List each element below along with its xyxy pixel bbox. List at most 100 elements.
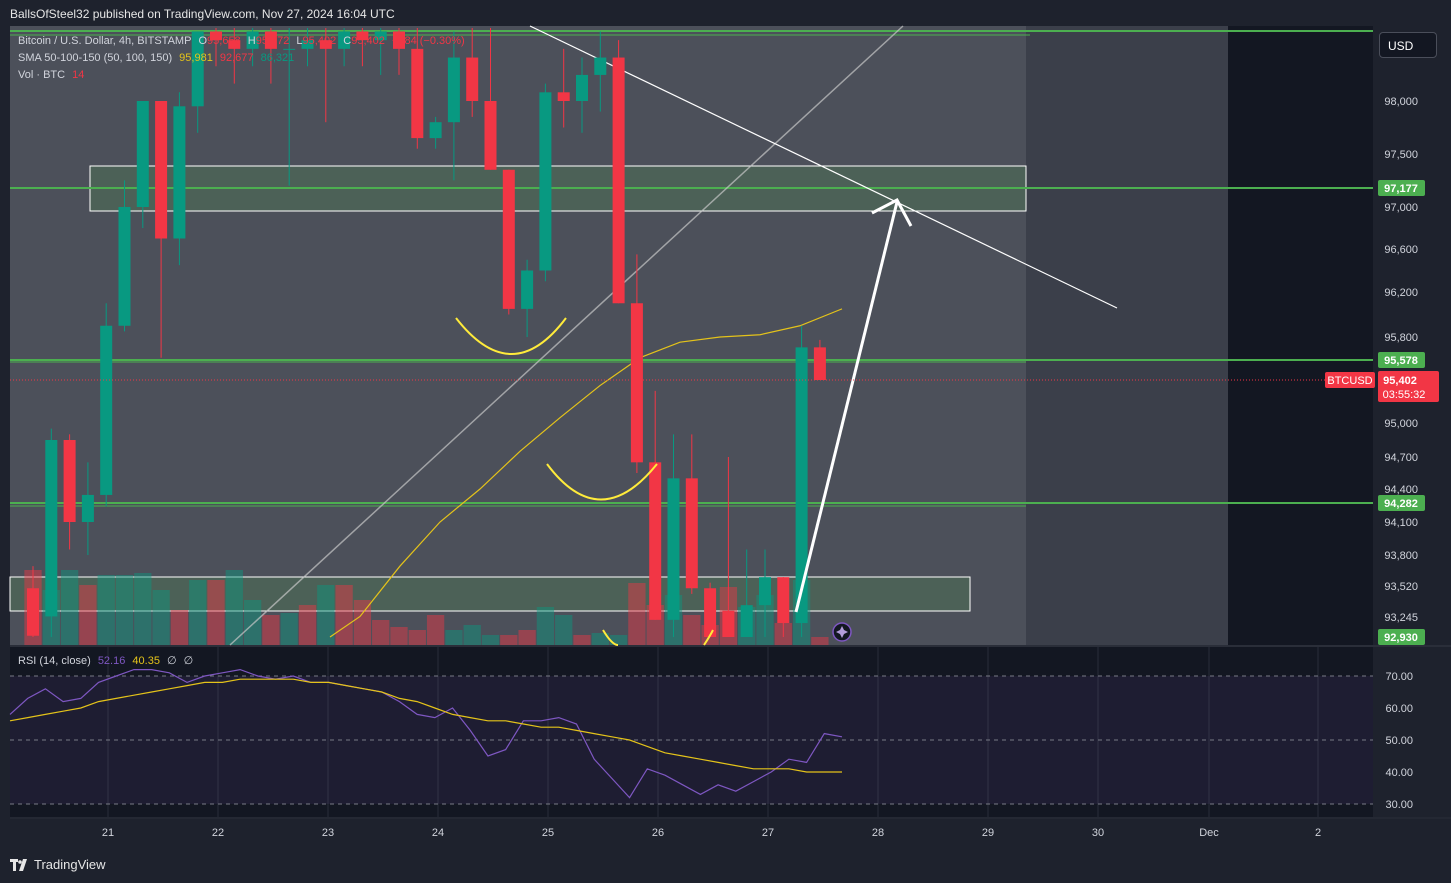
ohlc-high-label: H: [247, 35, 256, 47]
volume-bar: [372, 620, 390, 645]
candle-body: [100, 325, 113, 495]
ohlc-low-label: L: [296, 35, 303, 47]
candle-body: [338, 31, 351, 49]
x-tick-label: 24: [432, 827, 444, 839]
level-price-tag: [1378, 352, 1425, 368]
volume-bar: [189, 580, 207, 645]
footer-brand-text: TradingView: [34, 857, 106, 872]
sma-line: [329, 308, 843, 638]
candle: [630, 254, 643, 473]
candle-body: [173, 106, 186, 239]
projection-arrow-line: [794, 201, 899, 613]
candle-body: [319, 40, 332, 49]
candle-body: [576, 74, 588, 101]
currency-button[interactable]: USD: [1379, 32, 1437, 58]
candle: [356, 28, 369, 67]
volume-bar: [811, 637, 829, 645]
ohlc-close: 95,402: [351, 35, 385, 47]
volume-bar: [207, 580, 225, 645]
candle-body: [118, 207, 131, 326]
level-price-tag-text: 97,177: [1384, 183, 1418, 195]
level-price-tag-text: 95,578: [1384, 355, 1418, 367]
support-box: [9, 576, 971, 612]
volume-bar: [170, 610, 189, 645]
candle: [557, 48, 570, 128]
candle: [576, 57, 588, 133]
candle: [466, 28, 479, 117]
candle: [393, 28, 405, 75]
candle-body: [594, 57, 607, 75]
volume-bar: [683, 615, 701, 645]
candle-body: [191, 31, 204, 107]
x-tick-label: 23: [322, 827, 334, 839]
candle-body: [813, 347, 826, 380]
candle: [136, 101, 149, 228]
pattern-arc-2: [546, 463, 658, 501]
volume-bar: [481, 635, 500, 645]
candle: [777, 577, 790, 637]
y-tick-label: 93,520: [1384, 581, 1418, 593]
pattern-arc-3: [602, 629, 619, 646]
volume-bar: [243, 600, 262, 645]
y-tick-label: 95,000: [1384, 418, 1418, 430]
candle: [173, 92, 186, 266]
candle: [521, 259, 534, 337]
volume-bar: [298, 605, 317, 645]
rsi-legend: RSI (14, close) 52.16 40.35 ∅ ∅: [18, 654, 197, 667]
y-tick-label: 93,245: [1384, 612, 1418, 624]
candle: [63, 434, 76, 550]
x-tick-label: 21: [102, 827, 114, 839]
candle: [813, 339, 826, 380]
x-tick-label: 28: [872, 827, 884, 839]
candle-body: [521, 270, 534, 309]
volume-bar: [60, 570, 79, 645]
candle-body: [264, 31, 277, 49]
ai-sparkle-shape: [836, 626, 848, 638]
candle: [301, 28, 314, 67]
sma-value-3: 86,321: [260, 52, 295, 64]
rsi-y-tick-label: 60.00: [1385, 703, 1413, 715]
current-price-tag-text: 95,402: [1383, 375, 1417, 387]
rsi-y-tick-label: 30.00: [1385, 799, 1413, 811]
volume-bar: [445, 630, 463, 645]
candle-body: [704, 588, 717, 637]
vol-legend: Vol · BTC 14: [18, 69, 88, 81]
y-tick-label: 97,500: [1384, 149, 1418, 161]
y-tick-label: 95,800: [1384, 332, 1418, 344]
candle-body: [136, 101, 149, 207]
y-tick-label: 96,200: [1384, 287, 1418, 299]
candle: [649, 390, 662, 620]
candle: [612, 40, 625, 304]
sma-value-1: 95,981: [179, 52, 213, 64]
candle-body: [210, 31, 222, 41]
candle-body: [612, 57, 625, 304]
y-tick-label: 93,800: [1384, 550, 1418, 562]
candle: [338, 28, 351, 67]
x-tick-label: 26: [652, 827, 664, 839]
volume-bar: [408, 630, 426, 645]
volume-bar: [591, 633, 609, 645]
rsi-label: RSI (14, close): [18, 655, 91, 667]
ohlc-open: 95,658: [207, 35, 241, 47]
candle: [759, 549, 771, 637]
volume-bar: [115, 575, 134, 645]
x-tick-label: 30: [1092, 827, 1104, 839]
symbol-tag: [1325, 372, 1375, 388]
sma-legend: SMA 50-100-150 (50, 100, 150) 95,981 92,…: [18, 52, 298, 64]
candle-body: [447, 57, 460, 123]
candle-body: [484, 101, 497, 170]
rsi-ma-line: [9, 678, 842, 773]
candle-body: [795, 347, 808, 624]
tradingview-logo-icon: [10, 858, 27, 871]
candle-body: [740, 605, 753, 637]
level-price-tag-text: 92,930: [1384, 632, 1418, 644]
countdown-text: 03:55:32: [1383, 389, 1426, 401]
level-price-tag: [1378, 180, 1425, 196]
candle: [100, 303, 113, 507]
volume-bar: [500, 635, 518, 645]
y-tick-label: 96,600: [1384, 244, 1418, 256]
ohlc-open-label: O: [198, 35, 208, 47]
sma-value-2: 92,677: [219, 52, 254, 64]
x-tick-label: 25: [542, 827, 554, 839]
